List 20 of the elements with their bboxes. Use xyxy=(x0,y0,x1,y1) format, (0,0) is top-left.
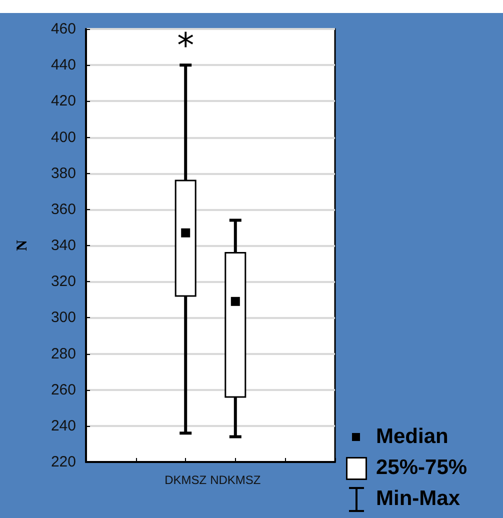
y-tick-label: 320 xyxy=(50,273,76,290)
y-tick-label: 460 xyxy=(50,20,76,38)
y-axis-title: N xyxy=(14,240,30,251)
y-tick-label: 420 xyxy=(50,92,76,110)
y-tick-label: 440 xyxy=(50,56,76,74)
y-tick-label: 360 xyxy=(50,200,76,218)
x-tick-label: NDKMSZ xyxy=(210,473,261,487)
y-tick-label: 240 xyxy=(50,417,76,434)
y-tick-label: 220 xyxy=(50,454,76,470)
y-tick-label: 380 xyxy=(50,164,76,182)
x-tick-label: DKMSZ xyxy=(164,473,207,487)
y-tick-label: 400 xyxy=(50,128,76,146)
text: Min-Max xyxy=(376,487,460,511)
y-tick-label: 300 xyxy=(50,309,76,326)
text: Median xyxy=(376,425,448,449)
y-tick-label: 280 xyxy=(50,345,76,362)
annotation: * xyxy=(177,26,194,66)
y-tick-label: 340 xyxy=(50,237,76,254)
y-tick-label: 260 xyxy=(50,381,76,398)
text: 25%-75% xyxy=(376,456,468,480)
